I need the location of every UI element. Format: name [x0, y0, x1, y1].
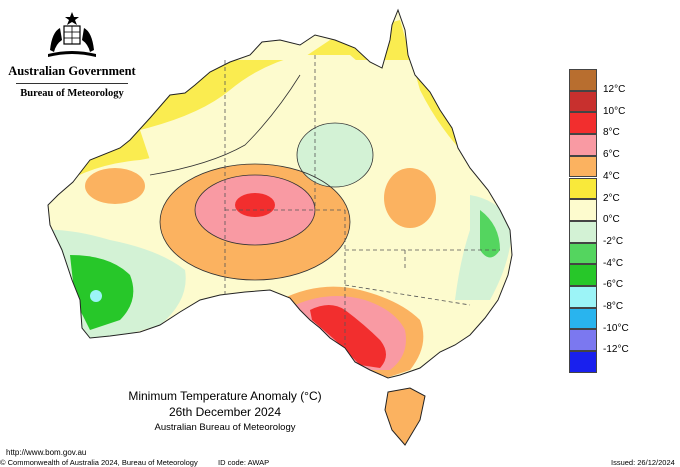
legend-swatch-2 — [569, 112, 597, 135]
legend-tick: -10°C — [603, 322, 629, 334]
legend-swatch-10 — [569, 286, 597, 308]
copyright-notice: © Commonwealth of Australia 2024, Bureau… — [0, 458, 198, 467]
legend-tick: 0°C — [603, 214, 620, 226]
contour-minus6c-sw — [90, 290, 102, 302]
tasmania — [384, 387, 426, 446]
legend-swatch-0 — [569, 69, 597, 91]
legend-swatch-9 — [569, 264, 597, 286]
legend-tick: -8°C — [603, 301, 624, 312]
legend-tick: 2°C — [603, 192, 620, 204]
logo-divider — [16, 83, 128, 84]
contour-minus4c-sw — [70, 255, 134, 330]
legend-swatch-11 — [569, 307, 597, 330]
contour-0c-north — [140, 55, 390, 160]
map-source: Australian Bureau of Meteorology — [154, 422, 296, 433]
contour-8c-central — [235, 193, 275, 217]
government-name: Australian Government — [8, 64, 136, 78]
legend-swatch-12 — [569, 329, 597, 352]
legend-tick: -12°C — [603, 344, 629, 356]
legend-swatch-6 — [569, 199, 597, 221]
contour-minus2c-nt — [297, 123, 373, 187]
contour-4c-kimberley — [85, 168, 145, 204]
map-title: Minimum Temperature Anomaly (°C) — [128, 389, 322, 403]
legend-tick: 12°C — [603, 84, 626, 95]
coastline — [47, 8, 513, 379]
contour-4c-qld — [384, 168, 436, 228]
commonwealth-coat-of-arms-icon — [48, 12, 96, 57]
id-code: ID code: AWAP — [218, 458, 270, 467]
map-caption: Minimum Temperature Anomaly (°C) 26th De… — [110, 389, 340, 433]
state-borders — [224, 55, 500, 345]
legend-swatch-3 — [569, 134, 597, 156]
contour-minus4c-east — [480, 210, 500, 258]
agency-logo: Australian Government Bureau of Meteorol… — [8, 10, 136, 99]
legend-tick: 10°C — [603, 105, 626, 117]
legend-swatch-1 — [569, 90, 597, 113]
legend-swatch-5 — [569, 177, 597, 200]
legend-swatch-7 — [569, 220, 597, 243]
legend-swatch-4 — [569, 155, 597, 178]
legend-tick: -2°C — [603, 235, 624, 247]
legend-tick: -4°C — [603, 257, 624, 269]
legend-swatch-13 — [569, 351, 597, 373]
footer-bar: © Commonwealth of Australia 2024, Bureau… — [0, 458, 680, 467]
bureau-name: Bureau of Meteorology — [20, 88, 124, 99]
map-date: 26th December 2024 — [168, 405, 282, 419]
legend-tick: -6°C — [603, 279, 624, 291]
legend-tick: 6°C — [603, 149, 620, 161]
contour-8c-south — [310, 305, 386, 368]
issued-date: Issued: 26/12/2024 — [611, 458, 675, 467]
legend-tick: 4°C — [603, 170, 620, 182]
bom-link[interactable]: http://www.bom.gov.au — [6, 448, 87, 457]
legend-tick: 8°C — [603, 127, 620, 139]
legend-swatch-8 — [569, 242, 597, 265]
